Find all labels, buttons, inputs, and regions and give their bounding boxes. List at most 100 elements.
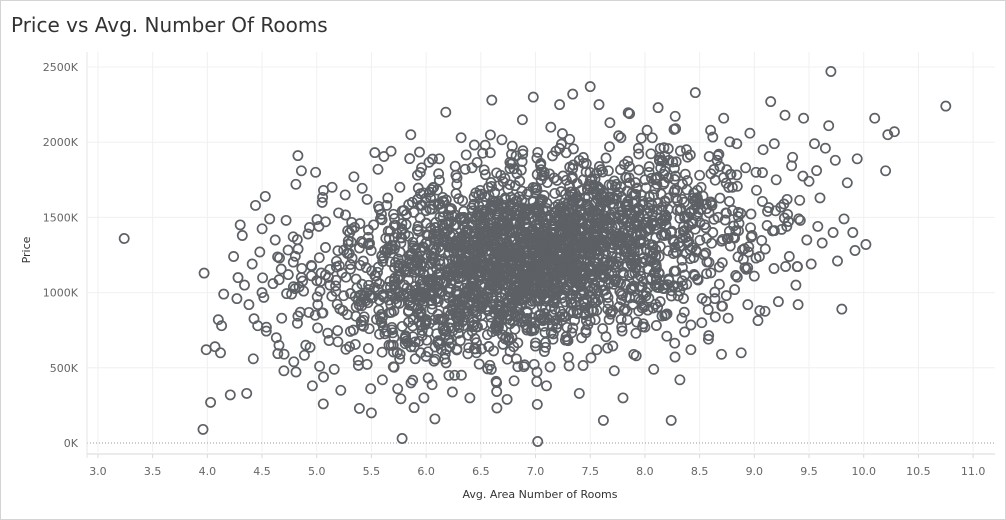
data-point	[851, 153, 863, 165]
x-tick-label: 7.0	[527, 465, 545, 478]
data-point	[449, 369, 461, 381]
data-point	[389, 213, 400, 224]
data-point	[450, 242, 462, 254]
data-point	[382, 225, 394, 237]
data-point	[680, 248, 692, 260]
data-point	[743, 241, 755, 253]
data-point	[241, 387, 253, 399]
data-point	[567, 205, 579, 217]
data-point	[642, 216, 654, 228]
data-point	[488, 345, 500, 357]
data-point	[566, 173, 578, 185]
data-point	[812, 220, 824, 232]
data-point	[316, 196, 328, 208]
data-point	[365, 245, 377, 256]
data-point	[625, 283, 637, 295]
data-point	[234, 219, 246, 231]
data-point	[560, 147, 572, 159]
data-point	[431, 281, 443, 293]
data-point	[757, 167, 768, 179]
data-point	[527, 91, 539, 103]
data-point	[607, 340, 619, 352]
data-point	[212, 314, 224, 326]
data-point	[320, 242, 331, 253]
data-point	[531, 169, 543, 180]
data-point	[531, 398, 543, 410]
data-point	[404, 153, 416, 165]
data-point	[713, 261, 725, 273]
data-point	[326, 181, 338, 193]
data-point	[598, 241, 610, 253]
data-point	[668, 162, 680, 174]
data-point	[485, 276, 497, 288]
data-point	[282, 269, 294, 281]
data-point	[549, 187, 561, 199]
data-point	[460, 227, 471, 238]
data-point	[537, 313, 549, 325]
data-point	[342, 235, 354, 247]
data-point	[558, 311, 570, 323]
data-point	[547, 150, 558, 162]
data-point	[497, 308, 509, 320]
data-point	[344, 341, 356, 353]
data-point	[794, 194, 806, 206]
data-point	[396, 224, 408, 236]
data-point	[386, 324, 398, 336]
data-point	[287, 256, 299, 268]
data-point	[489, 320, 501, 332]
data-point	[630, 327, 642, 339]
data-point	[549, 201, 561, 213]
data-point	[403, 305, 415, 317]
data-points	[118, 66, 952, 447]
data-point	[267, 278, 279, 290]
data-point	[628, 189, 640, 201]
x-tick-label: 8.0	[636, 465, 654, 478]
data-point	[463, 342, 475, 354]
data-point	[616, 321, 628, 333]
data-point	[652, 301, 664, 313]
data-point	[567, 88, 579, 100]
data-point	[761, 220, 773, 231]
data-point	[679, 269, 691, 281]
data-point	[849, 245, 861, 256]
data-point	[396, 433, 408, 444]
data-point	[328, 363, 340, 375]
data-point	[501, 393, 513, 405]
data-point	[344, 259, 356, 270]
data-point	[564, 161, 576, 173]
x-axis-title: Avg. Area Number of Rooms	[462, 488, 617, 501]
data-point	[650, 274, 662, 286]
data-point	[517, 148, 529, 160]
x-tick-label: 5.0	[308, 465, 326, 478]
data-point	[575, 247, 586, 259]
data-point	[547, 333, 559, 345]
data-point	[389, 262, 401, 273]
data-point	[486, 94, 498, 106]
data-point	[380, 325, 392, 337]
data-point	[289, 250, 301, 262]
data-point	[640, 182, 652, 194]
data-point	[504, 163, 516, 175]
data-point	[602, 303, 614, 315]
data-point	[597, 414, 609, 426]
data-point	[473, 358, 485, 370]
data-point	[589, 198, 601, 210]
data-point	[604, 117, 616, 129]
data-point	[720, 207, 732, 219]
data-point	[544, 261, 556, 273]
data-point	[759, 243, 771, 255]
data-point	[656, 201, 668, 213]
data-point	[792, 299, 804, 311]
data-point	[514, 290, 526, 302]
data-point	[465, 220, 477, 231]
data-point	[593, 257, 604, 269]
data-point	[790, 279, 802, 291]
data-point	[670, 170, 681, 182]
data-point	[405, 377, 417, 389]
data-point	[434, 255, 446, 267]
data-point	[432, 296, 444, 308]
data-point	[356, 182, 368, 194]
data-point	[400, 330, 412, 342]
data-point	[571, 304, 583, 316]
data-point	[492, 282, 504, 294]
